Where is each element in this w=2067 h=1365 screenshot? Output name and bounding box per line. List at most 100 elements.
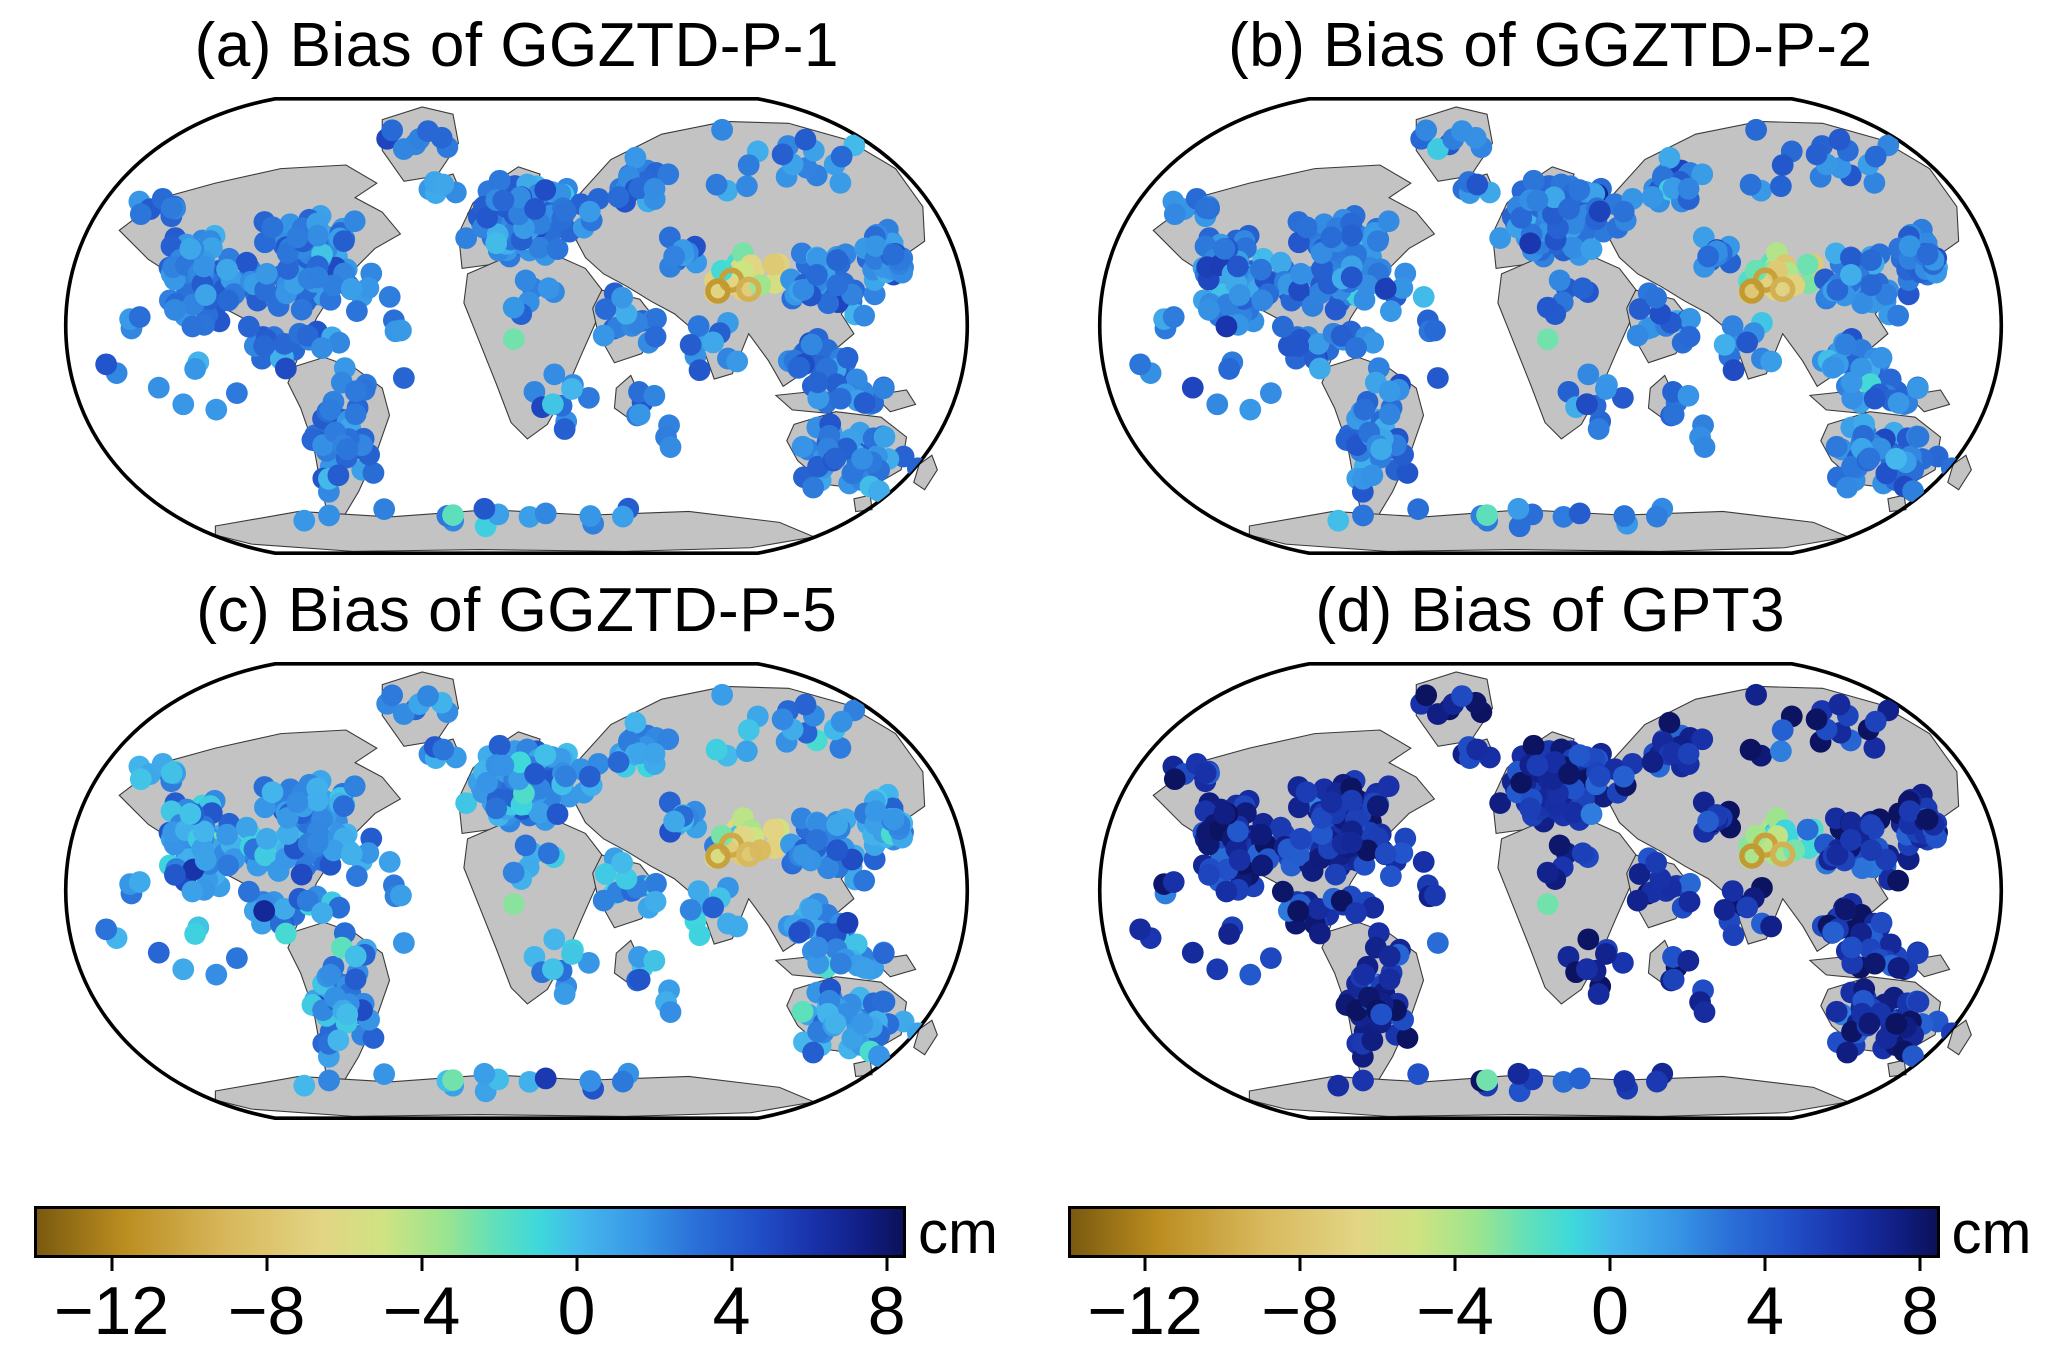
station-dot [1218, 923, 1240, 945]
station-dot [1568, 502, 1591, 525]
station-dot [543, 363, 566, 386]
station-dot [341, 842, 363, 865]
station-dot [515, 269, 537, 292]
station-dot [1466, 738, 1488, 761]
station-dot [307, 224, 329, 247]
station-dot [148, 376, 170, 399]
station-dot [473, 497, 496, 520]
station-dot [1580, 803, 1603, 825]
station-dot [95, 918, 118, 941]
station-dot [868, 1045, 891, 1067]
station-dot [1519, 232, 1541, 255]
station-dot [794, 128, 817, 151]
station-dot [1863, 952, 1886, 975]
station-dot [373, 1063, 396, 1086]
panel-c-title: (c) Bias of GGZTD-P-5 [196, 576, 838, 645]
station-dot [1839, 829, 1862, 851]
station-dot [1691, 728, 1713, 751]
station-dot [1218, 358, 1240, 380]
antarctica-cyan [1475, 1069, 1498, 1091]
station-dot [1722, 359, 1745, 382]
station-dot [528, 236, 551, 259]
station-dot [1641, 751, 1664, 773]
station-dot [1251, 854, 1273, 877]
station-dot [432, 173, 455, 196]
colorbar-tick-label: −8 [227, 1273, 306, 1349]
station-dot [806, 829, 829, 851]
station-dot [485, 232, 508, 255]
station-dot [1522, 734, 1545, 757]
station-dot [555, 200, 577, 223]
station-dot [1805, 708, 1828, 731]
station-dot [1510, 206, 1532, 229]
station-dot [561, 943, 584, 965]
station-dot [1796, 253, 1819, 276]
station-dot [488, 734, 511, 757]
station-dot [1228, 284, 1251, 306]
station-dot [830, 952, 852, 975]
station-dot [829, 171, 852, 194]
station-dot [554, 418, 576, 440]
station-dot [344, 775, 366, 798]
station-dot [1271, 315, 1294, 338]
station-dot [195, 849, 217, 871]
panel-c: (c) Bias of GGZTD-P-5 [0, 565, 1034, 1130]
station-dot [307, 831, 329, 854]
station-dot [1721, 880, 1744, 902]
station-dot [172, 393, 195, 416]
station-dot [830, 387, 852, 410]
station-dot [1129, 353, 1151, 376]
station-dot [645, 307, 668, 330]
station-dot [1163, 203, 1186, 226]
station-dot [216, 258, 239, 281]
station-dot [1362, 896, 1384, 919]
station-dot [688, 359, 711, 382]
station-dot [1206, 393, 1228, 416]
station-dot [1162, 871, 1185, 893]
station-dot [1426, 367, 1449, 389]
station-dot [663, 245, 686, 268]
station-dot [1825, 1000, 1848, 1023]
station-dot [1396, 1027, 1419, 1049]
station-dot [817, 857, 840, 880]
station-dot [1377, 210, 1400, 233]
station-dot [275, 357, 297, 380]
station-dot [217, 289, 240, 312]
station-dot [1587, 983, 1610, 1005]
station-dot [1366, 795, 1389, 817]
station-dot [535, 502, 557, 525]
station-dot [184, 358, 207, 380]
station-dot [1611, 951, 1634, 974]
station-dot [1760, 350, 1782, 373]
station-dot [524, 198, 547, 220]
station-dot [802, 1041, 825, 1064]
colorbar-tick-label: −12 [1087, 1273, 1203, 1349]
central-africa-cyan [503, 328, 525, 351]
station-dot [807, 952, 830, 975]
station-dot [1611, 386, 1634, 409]
station-dot [826, 249, 849, 271]
station-dot [333, 795, 355, 817]
station-dot [1658, 146, 1681, 169]
station-dot [1645, 851, 1667, 874]
station-dot [853, 869, 876, 892]
colorbar-tick [1608, 1258, 1612, 1271]
station-dot [1568, 1067, 1591, 1090]
world-map [64, 661, 970, 1121]
station-dot [1907, 991, 1930, 1013]
station-dot [518, 505, 541, 528]
station-dot [1697, 810, 1719, 833]
station-dot [873, 426, 896, 448]
station-dot [1374, 842, 1397, 865]
colorbar-tick [730, 1258, 734, 1271]
station-dot [1840, 812, 1863, 835]
station-dot [579, 505, 602, 527]
station-dot [801, 333, 823, 356]
station-dot [1906, 377, 1929, 400]
station-dot [1542, 186, 1565, 209]
station-dot [217, 854, 240, 877]
station-dot [1552, 505, 1575, 528]
station-dot [1870, 346, 1893, 369]
station-dot [643, 742, 666, 765]
station-dot [1834, 333, 1857, 356]
